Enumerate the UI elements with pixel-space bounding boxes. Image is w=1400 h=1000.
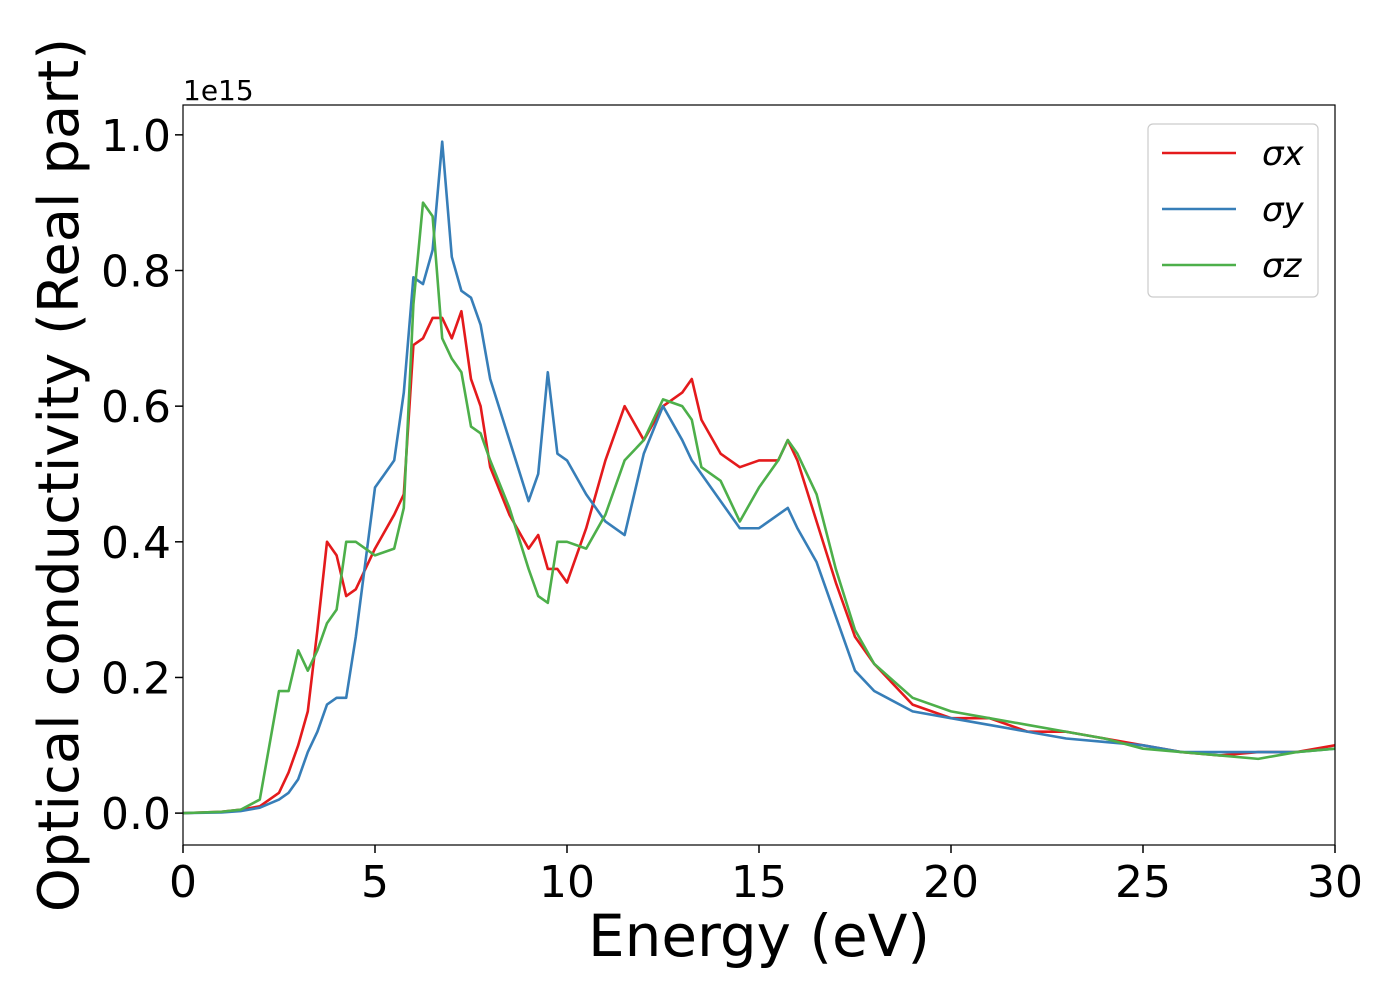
legend-label: σx [1262, 134, 1305, 174]
series-line [183, 201, 1335, 815]
x-tick-label: 5 [361, 857, 389, 908]
x-tick-label: 20 [923, 857, 979, 908]
legend-label: σz [1262, 246, 1303, 286]
x-tick-label: 25 [1115, 857, 1171, 908]
x-tick-label: 10 [539, 857, 595, 908]
y-axis-label: Optical conductivity (Real part) [27, 38, 92, 912]
x-tick-label: 0 [169, 857, 197, 908]
x-tick-label: 15 [731, 857, 787, 908]
x-axis-label: Energy (eV) [588, 902, 930, 970]
legend-box [1147, 123, 1319, 298]
y-tick-label: 0.0 [101, 789, 171, 840]
y-tick-label: 1.0 [101, 111, 171, 162]
y-offset-label: 1e15 [183, 74, 254, 107]
legend: σx σy σz [1147, 123, 1319, 298]
series-line [183, 309, 1335, 815]
legend-label: σy [1262, 190, 1305, 230]
x-tick-label: 30 [1307, 857, 1363, 908]
y-tick-label: 0.4 [101, 518, 171, 569]
plot-frame [182, 104, 1336, 846]
y-tick-label: 0.8 [101, 246, 171, 297]
y-tick-label: 0.6 [101, 382, 171, 433]
y-tick-label: 0.2 [101, 653, 171, 704]
series-line [183, 140, 1335, 815]
